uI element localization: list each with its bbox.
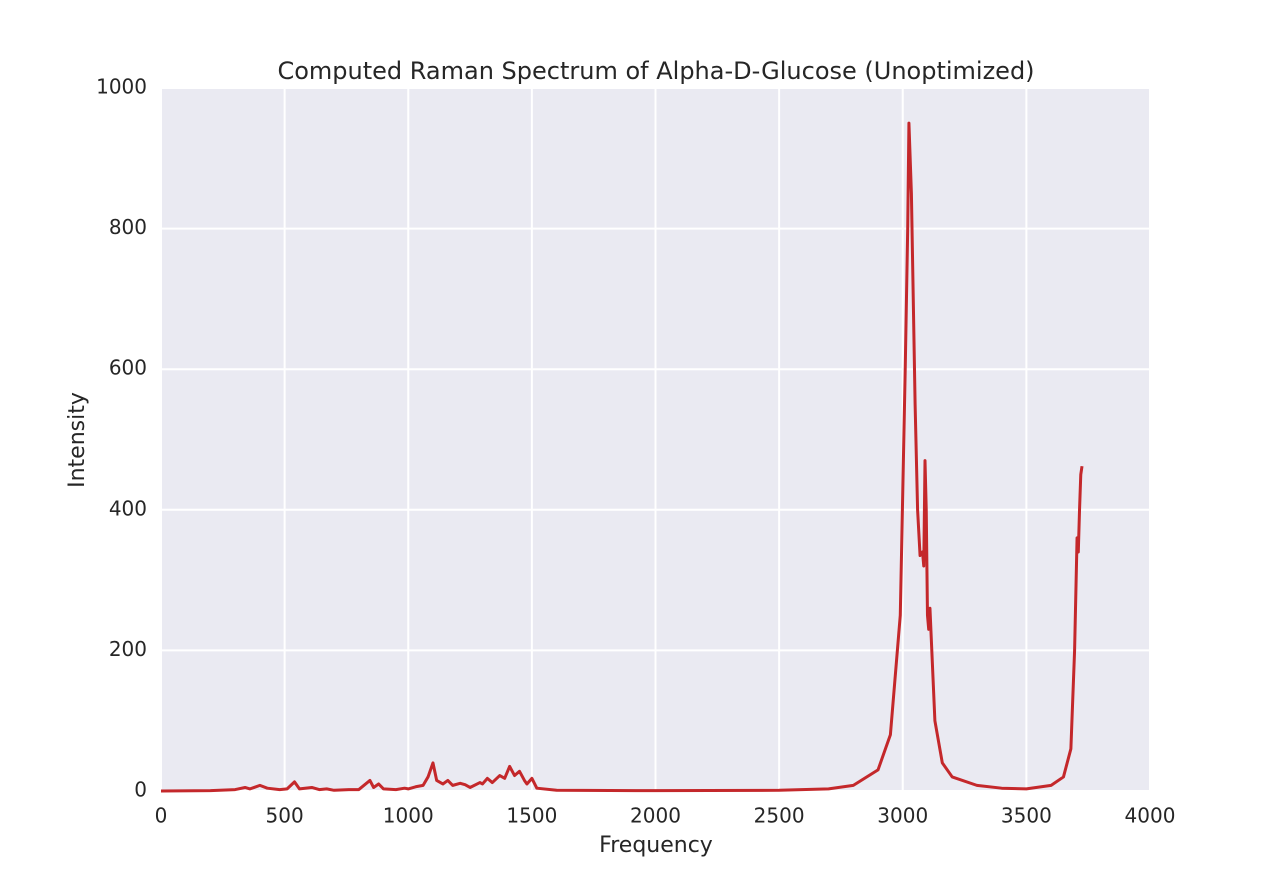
y-tick-label: 1000 [96, 75, 147, 99]
x-tick-label: 1000 [383, 804, 434, 828]
y-axis-label: Intensity [65, 392, 90, 488]
x-tick-label: 500 [266, 804, 304, 828]
x-tick-label: 4000 [1125, 804, 1176, 828]
y-tick-label: 0 [134, 778, 147, 802]
chart-title: Computed Raman Spectrum of Alpha-D-Gluco… [277, 57, 1034, 85]
y-tick-label: 400 [109, 496, 147, 520]
y-tick-label: 200 [109, 637, 147, 661]
x-tick-label: 3500 [1001, 804, 1052, 828]
y-tick-label: 600 [109, 356, 147, 380]
x-tick-label: 1500 [506, 804, 557, 828]
y-tick-label: 800 [109, 215, 147, 239]
spectrum-line [160, 121, 1084, 793]
x-tick-label: 2000 [630, 804, 681, 828]
x-tick-label: 2500 [754, 804, 805, 828]
x-tick-label: 0 [155, 804, 168, 828]
x-axis-label: Frequency [599, 833, 713, 858]
x-tick-label: 3000 [877, 804, 928, 828]
